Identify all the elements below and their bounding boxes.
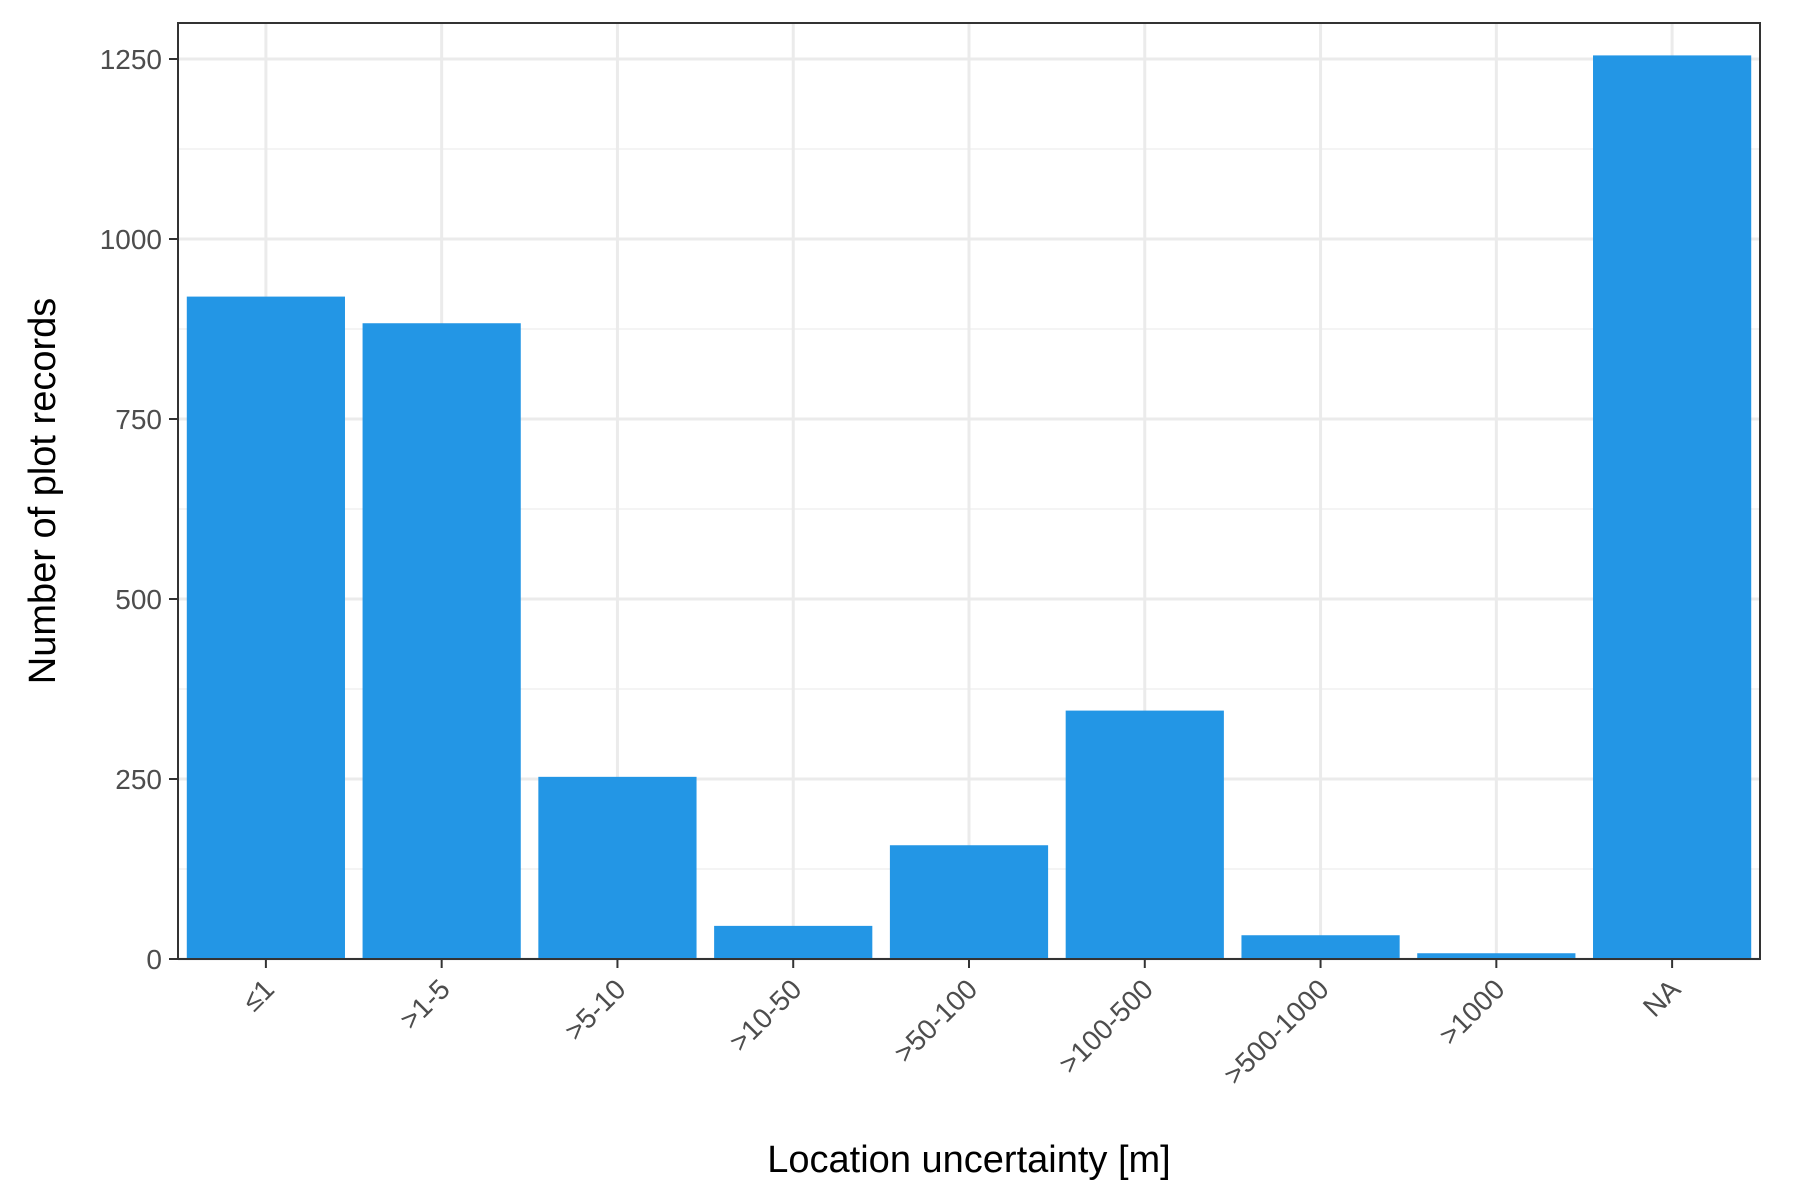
y-tick-label: 750: [115, 404, 162, 435]
bar: [1065, 710, 1224, 959]
x-tick-label: NA: [1637, 973, 1687, 1023]
bars: [186, 55, 1752, 960]
x-tick-label: >1000: [1433, 973, 1511, 1051]
bar: [714, 925, 873, 959]
bar: [538, 776, 697, 959]
y-tick-label: 0: [146, 944, 162, 975]
y-tick-label: 500: [115, 584, 162, 615]
x-tick-label: >10-50: [723, 973, 807, 1057]
y-axis-title: Number of plot records: [22, 298, 64, 685]
x-tick-label: >500-1000: [1218, 973, 1335, 1090]
x-tick-label: >5-10: [559, 973, 632, 1046]
bar: [889, 845, 1049, 959]
bar: [1241, 935, 1400, 959]
x-tick-label: >100-500: [1053, 973, 1159, 1079]
x-tick-label: >50-100: [888, 973, 983, 1068]
y-tick-label: 1000: [100, 224, 162, 255]
x-tick-label: >1-5: [394, 973, 456, 1035]
bar: [186, 296, 345, 960]
y-tick-label: 1250: [100, 44, 162, 75]
x-axis-title: Location uncertainty [m]: [767, 1139, 1170, 1181]
bar: [1417, 953, 1576, 959]
y-tick-label: 250: [115, 764, 162, 795]
bar: [1593, 55, 1752, 959]
bar: [362, 323, 521, 959]
x-tick-label: ≤1: [236, 973, 280, 1017]
